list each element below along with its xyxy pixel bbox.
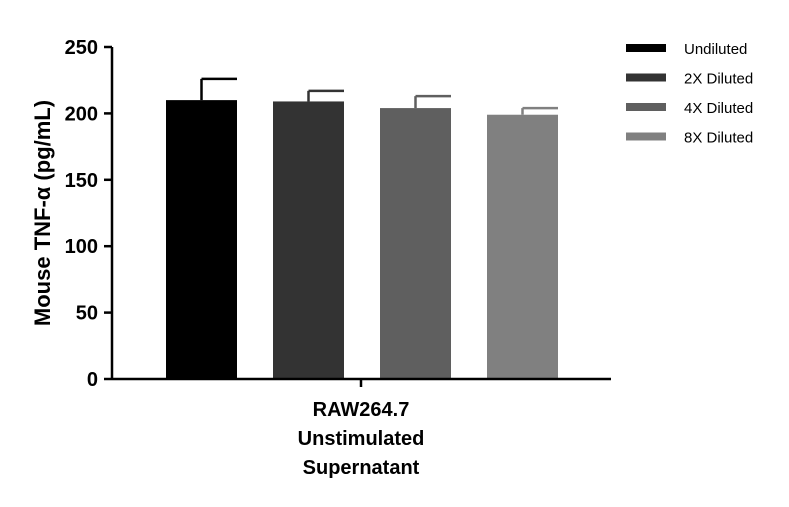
y-axis-title: Mouse TNF-α (pg/mL) [30, 100, 55, 326]
bars [166, 77, 558, 380]
legend-swatch [626, 132, 666, 141]
y-tick-label: 200 [65, 103, 98, 125]
category-label-line: Supernatant [303, 457, 420, 479]
legend-label: Undiluted [684, 41, 747, 58]
y-tick-label: 150 [65, 170, 98, 192]
legend-label: 4X Diluted [684, 100, 753, 117]
bar [273, 101, 344, 379]
y-axis: 0 50 100 150 200 250 [65, 37, 114, 391]
legend-swatch [626, 44, 666, 52]
y-tick-label: 250 [65, 37, 98, 59]
y-tick-label: 100 [65, 236, 98, 258]
bar [487, 114, 558, 379]
category-label-line: Unstimulated [298, 428, 425, 450]
legend-swatch [626, 103, 666, 111]
legend: Undiluted 2X Diluted 4X Diluted 8X Diluted [626, 41, 753, 147]
legend-label: 2X Diluted [684, 71, 753, 88]
bar [380, 108, 451, 379]
bar [166, 100, 237, 380]
category-label-line: RAW264.7 [313, 399, 410, 421]
y-tick-label: 0 [87, 369, 98, 391]
y-tick-label: 50 [76, 303, 98, 325]
x-axis: RAW264.7 Unstimulated Supernatant [112, 377, 611, 479]
legend-label: 8X Diluted [684, 130, 753, 147]
legend-swatch [626, 73, 666, 82]
